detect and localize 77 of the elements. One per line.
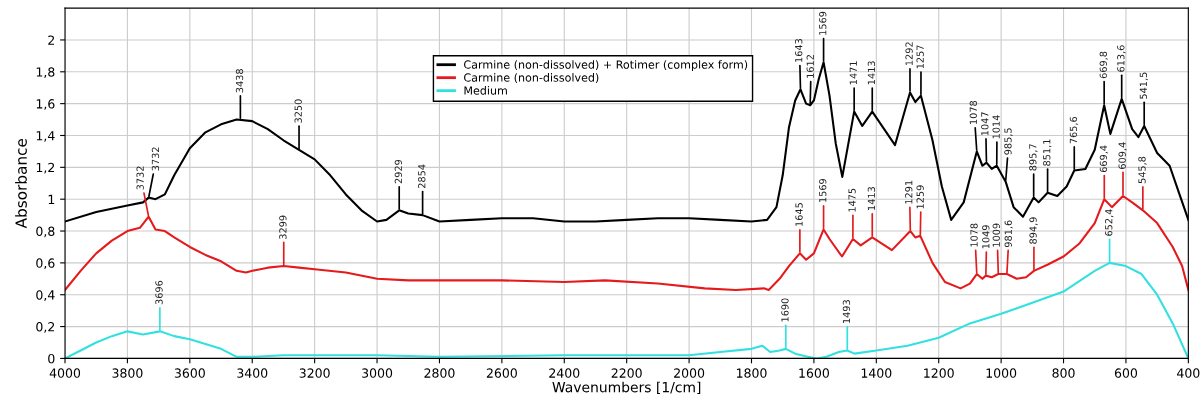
x-tick-label: 3200 bbox=[299, 368, 330, 378]
x-tick-label: 1200 bbox=[924, 368, 954, 378]
annotation: 1014 bbox=[992, 115, 1000, 139]
annotation: 1690 bbox=[781, 298, 789, 322]
legend-label: Carmine (non-dissolved) + Rotimer (complex form) bbox=[464, 60, 748, 71]
annotation: 3299 bbox=[279, 215, 287, 239]
y-tick-label: 0,2 bbox=[36, 322, 55, 333]
y-tick-label: 2 bbox=[48, 35, 55, 45]
annotation: 1413 bbox=[867, 187, 876, 210]
legend-label: Medium bbox=[464, 86, 507, 95]
annotation: 1413 bbox=[867, 61, 876, 85]
x-tick-label: 3000 bbox=[362, 368, 393, 378]
annotation: 895,7 bbox=[1029, 144, 1038, 171]
annotation: 613,6 bbox=[1117, 45, 1126, 72]
annotation: 669,4 bbox=[1099, 145, 1109, 173]
annotation: 851,1 bbox=[1043, 139, 1052, 166]
annotation: 1645 bbox=[795, 203, 803, 226]
annotation: 1009 bbox=[992, 223, 1000, 247]
annotation: 1569 bbox=[819, 178, 827, 202]
x-tick-label: 3400 bbox=[237, 368, 268, 378]
x-tick-label: 1000 bbox=[986, 368, 1017, 378]
annotation: 1047 bbox=[981, 112, 989, 136]
annotation: 1643 bbox=[795, 38, 803, 62]
annotation: 1291 bbox=[905, 180, 913, 204]
x-tick-label: 2000 bbox=[674, 368, 705, 378]
annotation: 981,6 bbox=[1004, 220, 1013, 248]
annotation: 541,5 bbox=[1139, 72, 1149, 99]
annotation: 1493 bbox=[842, 300, 851, 324]
annotation: 985,5 bbox=[1004, 128, 1013, 155]
x-tick-label: 2800 bbox=[424, 368, 455, 378]
annotation: 545,8 bbox=[1138, 156, 1147, 184]
annotation: 2854 bbox=[418, 164, 426, 189]
annotation: 2929 bbox=[394, 159, 403, 184]
annotation: 765,6 bbox=[1069, 116, 1079, 144]
annotation: 894,9 bbox=[1029, 217, 1038, 244]
legend-label: Carmine (non-dissolved) bbox=[464, 73, 599, 84]
y-tick-label: 1 bbox=[48, 194, 55, 204]
annotation: 1569 bbox=[819, 11, 827, 35]
y-tick-label: 0,6 bbox=[36, 258, 55, 270]
x-tick-label: 3600 bbox=[174, 368, 205, 378]
x-axis-title: Wavenumbers [1/cm] bbox=[552, 381, 701, 395]
x-tick-label: 2600 bbox=[486, 368, 517, 378]
x-tick-label: 400 bbox=[1177, 368, 1200, 378]
x-tick-label: 1400 bbox=[861, 368, 892, 378]
x-tick-label: 800 bbox=[1052, 368, 1075, 378]
annotation: 1612 bbox=[806, 55, 814, 78]
annotation: 1475 bbox=[848, 188, 856, 212]
x-tick-label: 2400 bbox=[549, 368, 580, 378]
y-tick-label: 1,4 bbox=[36, 131, 55, 142]
y-tick-label: 0,4 bbox=[36, 290, 55, 301]
x-tick-label: 600 bbox=[1114, 368, 1138, 378]
y-tick-label: 1,8 bbox=[36, 67, 55, 78]
x-tick-label: 4000 bbox=[49, 368, 81, 378]
annotation: 1049 bbox=[982, 225, 990, 249]
annotation: 669,8 bbox=[1099, 51, 1108, 79]
y-tick-label: 1,6 bbox=[36, 99, 55, 110]
x-tick-label: 3800 bbox=[112, 368, 143, 378]
x-tick-label: 2200 bbox=[611, 368, 642, 378]
annotation: 652,4 bbox=[1105, 209, 1114, 236]
x-tick-label: 1800 bbox=[736, 368, 767, 378]
annotation: 1078 bbox=[970, 223, 978, 247]
annotation: 3438 bbox=[235, 69, 244, 93]
annotation: 1292 bbox=[905, 42, 913, 66]
y-tick-label: 1,2 bbox=[36, 162, 55, 174]
annotation: 3250 bbox=[294, 99, 302, 123]
annotation: 609,4 bbox=[1118, 142, 1127, 169]
annotation: 3696 bbox=[155, 280, 163, 305]
y-tick-label: 0 bbox=[48, 353, 55, 364]
annotation: 3732 bbox=[151, 147, 160, 171]
annotation: 1257 bbox=[916, 45, 924, 69]
annotation: 3732 bbox=[136, 166, 144, 190]
y-axis-title: Absorbance bbox=[15, 138, 27, 229]
y-tick-label: 0,8 bbox=[36, 226, 55, 238]
annotation: 1471 bbox=[849, 61, 857, 85]
x-tick-label: 1600 bbox=[799, 368, 829, 378]
annotation: 1259 bbox=[916, 185, 924, 209]
annotation: 1078 bbox=[969, 100, 977, 124]
